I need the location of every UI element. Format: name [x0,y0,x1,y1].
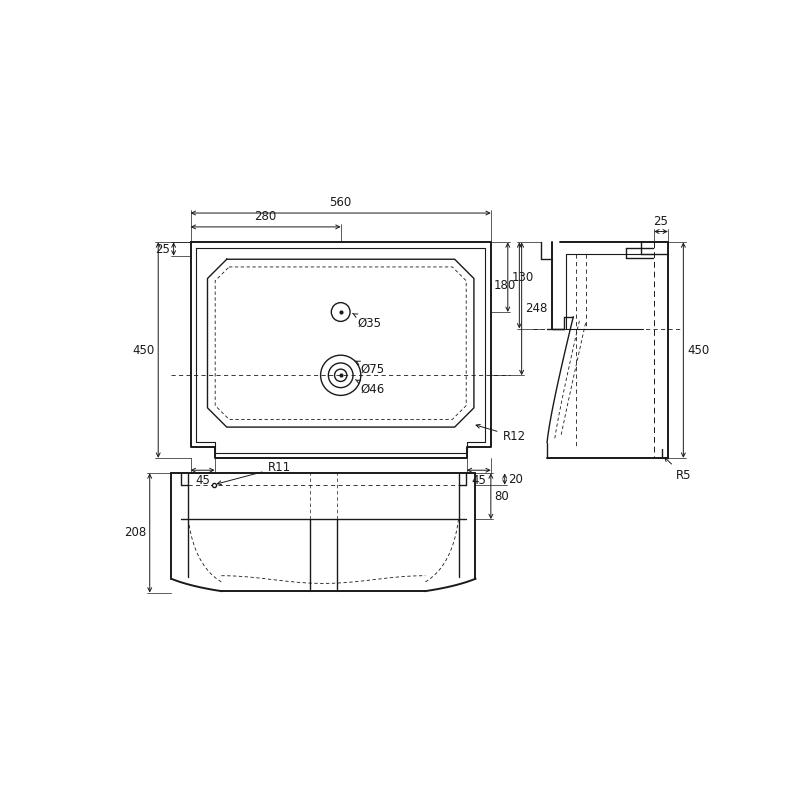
Text: 248: 248 [526,302,548,315]
Text: 45: 45 [195,474,210,487]
Text: Ø75: Ø75 [355,361,385,376]
Text: 25: 25 [155,242,170,255]
Text: 208: 208 [124,526,146,539]
Text: 80: 80 [494,490,510,502]
Text: Ø35: Ø35 [353,314,382,330]
Text: 450: 450 [132,344,154,357]
Text: Ø46: Ø46 [355,380,385,396]
Text: 280: 280 [254,210,277,223]
Text: 20: 20 [509,473,523,486]
Text: 560: 560 [330,196,352,209]
Text: 45: 45 [471,474,486,487]
Text: 180: 180 [494,279,515,292]
Text: R5: R5 [665,458,691,482]
Text: R11: R11 [218,461,290,485]
Text: 130: 130 [512,270,534,284]
Text: 25: 25 [654,214,669,228]
Text: R12: R12 [476,424,526,443]
Text: 450: 450 [687,344,710,357]
